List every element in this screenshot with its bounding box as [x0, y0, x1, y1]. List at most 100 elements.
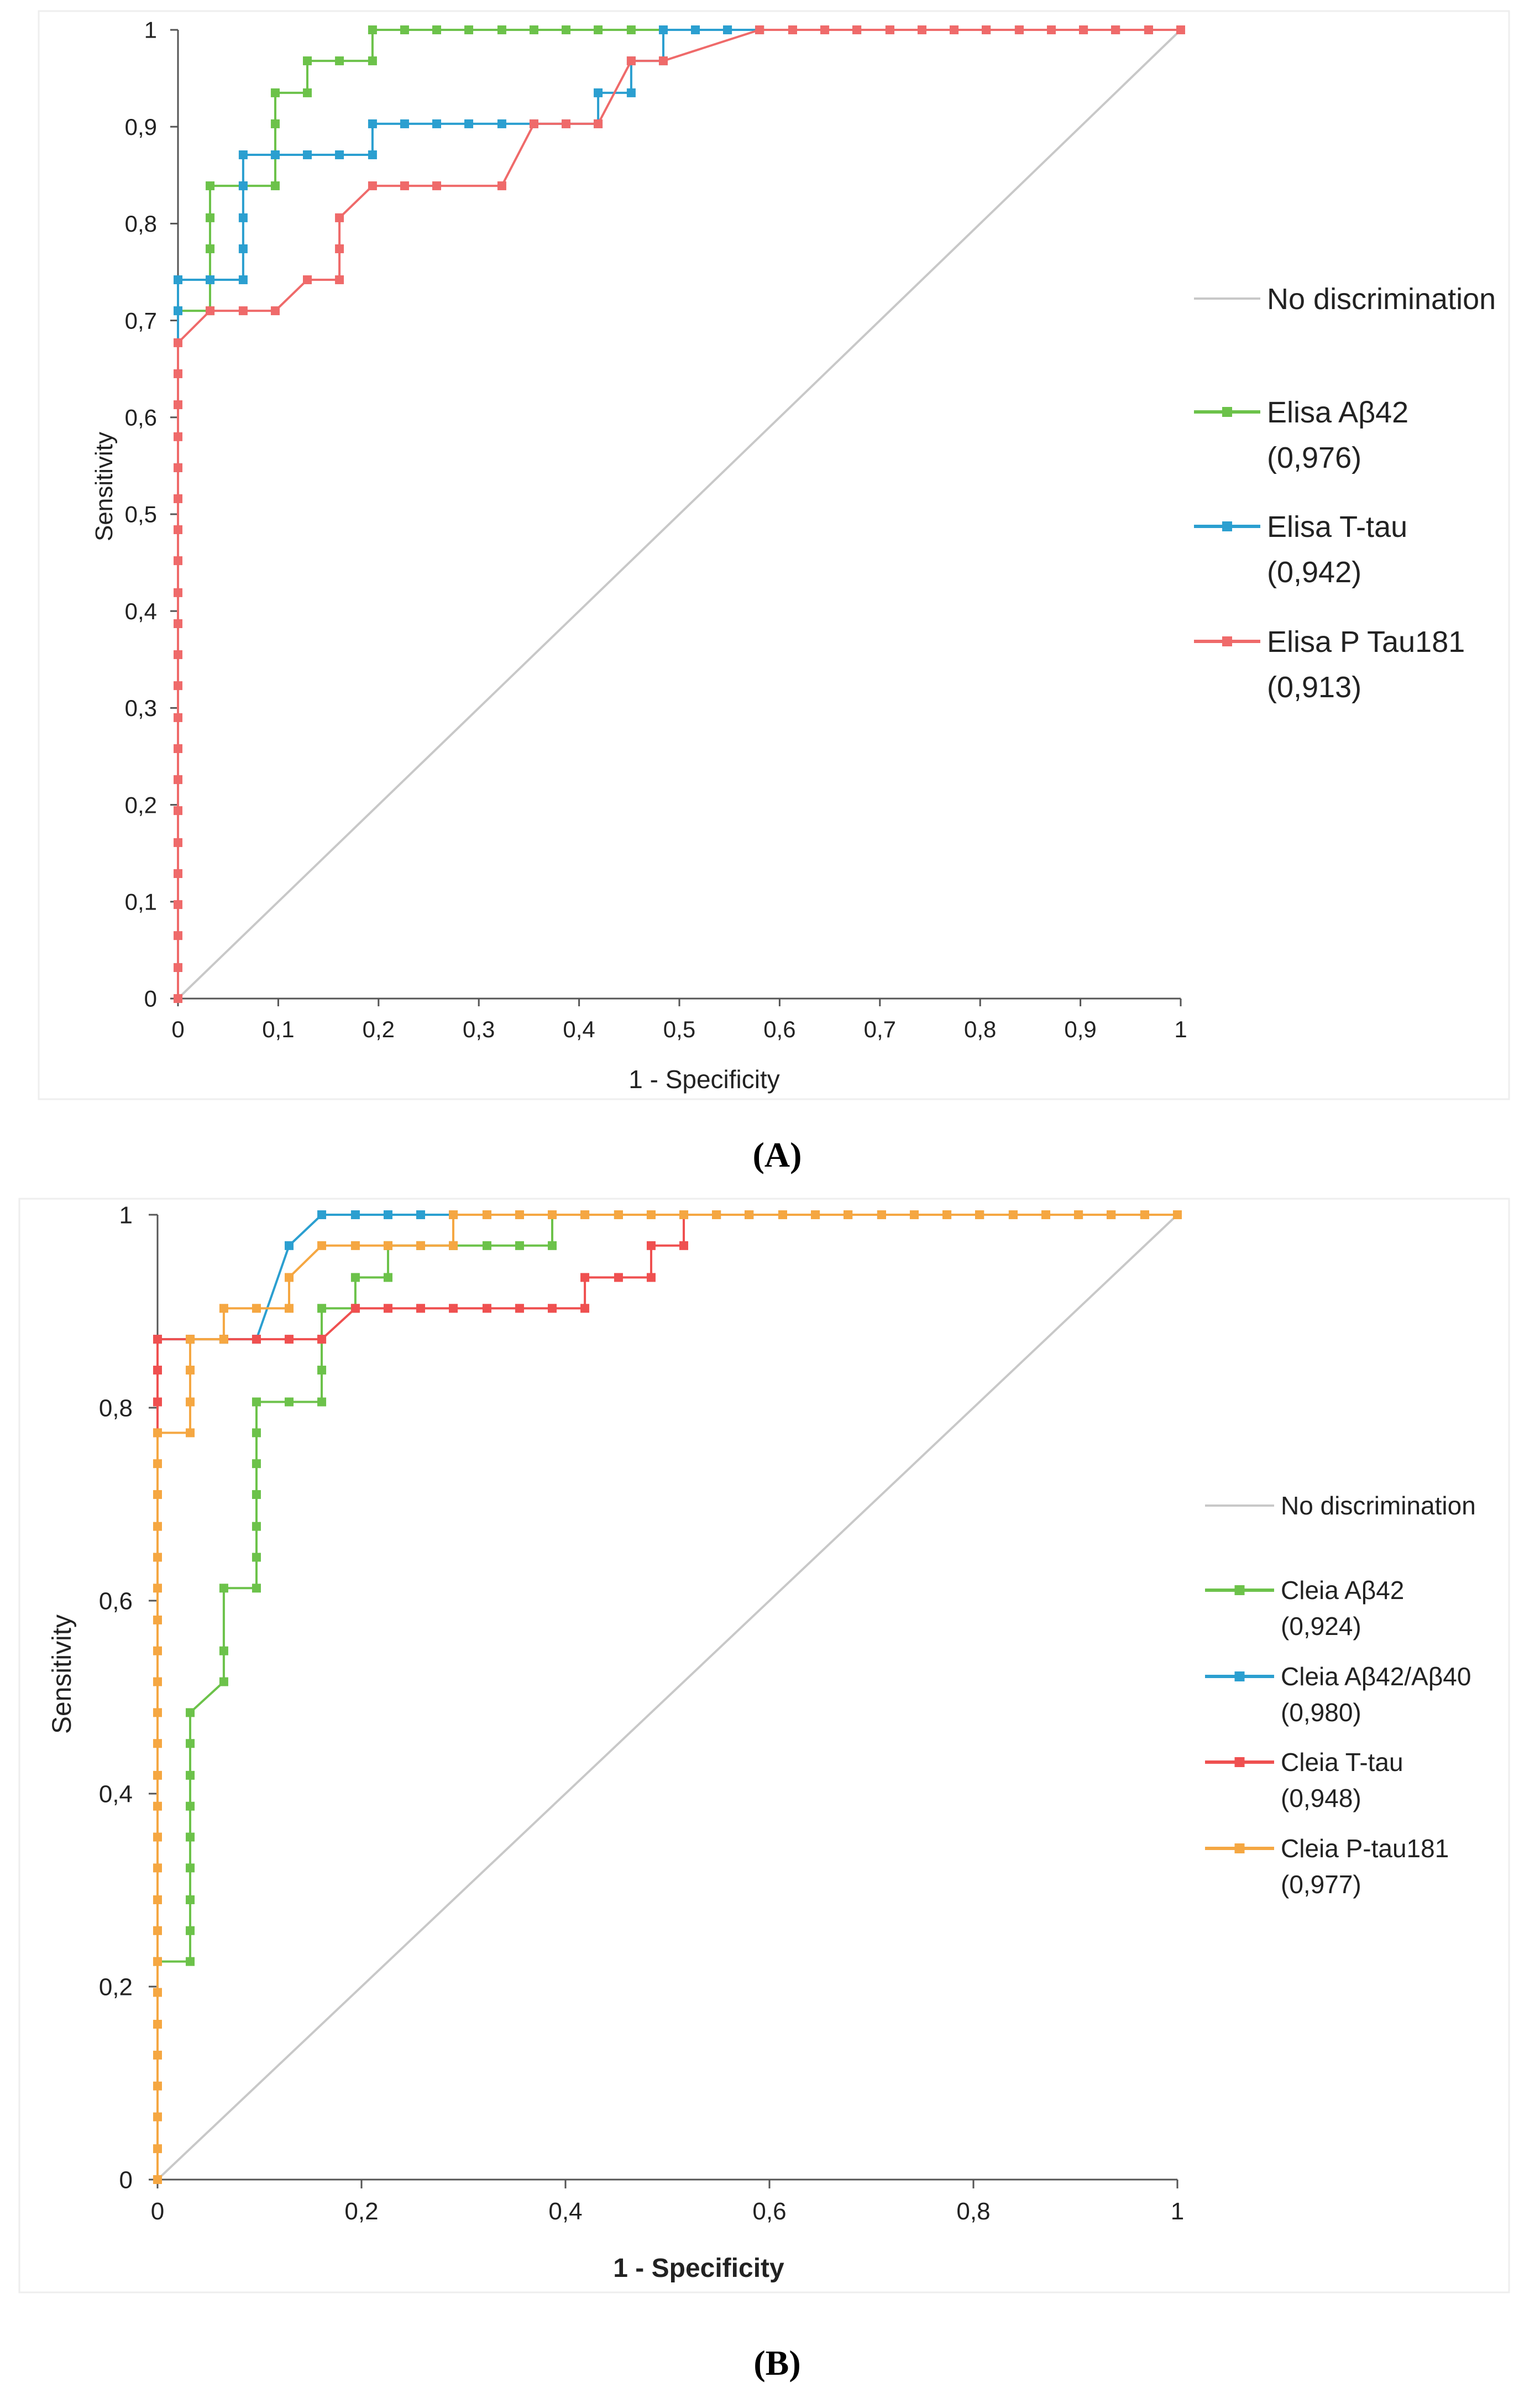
y-tick-label: 0,4 — [125, 598, 157, 624]
legend-label: Elisa T-tau — [1267, 510, 1407, 544]
data-point — [383, 1273, 392, 1282]
y-tick-label: 0,5 — [125, 501, 157, 527]
data-point — [186, 1428, 195, 1438]
y-tick-label: 0,8 — [99, 1394, 133, 1422]
data-point — [153, 1988, 162, 1997]
data-point — [400, 119, 409, 128]
data-point — [368, 25, 377, 34]
data-point — [548, 1210, 557, 1219]
x-tick-label: 0 — [151, 2198, 164, 2225]
data-point — [174, 838, 182, 847]
data-point — [350, 1241, 360, 1250]
data-point — [482, 1241, 491, 1250]
data-point — [153, 1708, 162, 1717]
data-point — [691, 25, 700, 34]
data-point — [497, 181, 506, 191]
data-point — [153, 2020, 162, 2029]
data-point — [449, 1241, 458, 1250]
x-tick-label: 0,3 — [463, 1016, 495, 1042]
data-point — [285, 1335, 294, 1344]
data-point — [303, 150, 312, 160]
data-point — [416, 1241, 426, 1250]
data-point — [432, 181, 442, 191]
data-point — [174, 494, 182, 503]
data-point — [679, 1241, 689, 1250]
legend-entry: Cleia Aβ42/Aβ40 (0,980) — [1205, 1662, 1471, 1727]
data-point — [252, 1584, 261, 1593]
data-point — [416, 1304, 426, 1313]
data-point — [174, 806, 182, 816]
data-point — [153, 1677, 162, 1686]
data-point — [1107, 1210, 1116, 1219]
data-point — [400, 25, 409, 34]
data-point — [529, 25, 538, 34]
data-point — [1046, 25, 1056, 34]
data-point — [186, 1957, 195, 1966]
data-point — [368, 119, 377, 128]
data-point — [174, 869, 182, 878]
data-point — [335, 244, 344, 253]
data-point — [317, 1365, 327, 1375]
data-point — [174, 275, 182, 285]
legend-label: Elisa P Tau181 — [1267, 625, 1465, 659]
data-point — [270, 306, 280, 316]
no-discrimination-line — [156, 1214, 1178, 2181]
data-point — [1176, 25, 1185, 34]
legend-label: No discrimination — [1267, 283, 1496, 316]
data-point — [594, 88, 603, 97]
data-point — [174, 963, 182, 972]
data-point — [174, 432, 182, 441]
x-tick-label: 0,8 — [956, 2198, 990, 2225]
data-point — [153, 2144, 162, 2154]
data-point — [614, 1273, 623, 1282]
data-point — [252, 1335, 261, 1344]
data-point — [303, 56, 312, 66]
x-tick-label: 0,7 — [864, 1016, 896, 1042]
data-point — [186, 1335, 195, 1344]
legend-entry: Elisa Aβ42 (0,976) — [1194, 396, 1408, 474]
data-point — [238, 275, 248, 285]
data-point — [252, 1459, 261, 1469]
x-tick-label: 0,2 — [363, 1016, 395, 1042]
panel-a-legend: No discrimination Elisa Aβ42(0,976) Elisa … — [1194, 283, 1496, 704]
legend-marker — [1234, 1757, 1245, 1767]
data-point — [449, 1304, 458, 1313]
data-point — [755, 25, 764, 34]
data-point — [844, 1210, 853, 1219]
data-point — [712, 1210, 721, 1219]
data-point — [174, 713, 182, 722]
data-point — [174, 619, 182, 628]
data-point — [153, 2081, 162, 2091]
data-point — [877, 1210, 886, 1219]
data-point — [219, 1646, 228, 1655]
data-point — [303, 275, 312, 285]
data-point — [975, 1210, 984, 1219]
data-point — [252, 1304, 261, 1313]
data-point — [368, 56, 377, 66]
data-point — [614, 1210, 623, 1219]
data-point — [350, 1273, 360, 1282]
data-point — [153, 1459, 162, 1469]
data-point — [594, 25, 603, 34]
data-point — [626, 88, 636, 97]
data-point — [788, 25, 797, 34]
legend-entry: Elisa T-tau (0,942) — [1194, 510, 1407, 589]
data-point — [529, 119, 538, 128]
data-point — [723, 25, 732, 34]
x-tick-label: 0,2 — [344, 2198, 378, 2225]
data-point — [646, 1273, 656, 1282]
data-point — [186, 1801, 195, 1811]
data-point — [153, 1522, 162, 1531]
data-point — [238, 181, 248, 191]
data-point — [464, 119, 474, 128]
data-point — [174, 681, 182, 691]
data-point — [982, 25, 991, 34]
data-point — [482, 1210, 491, 1219]
data-point — [206, 181, 215, 191]
data-point — [153, 1646, 162, 1655]
data-point — [383, 1304, 392, 1313]
x-tick-label: 0,1 — [262, 1016, 294, 1042]
legend-auc-label: (0,948) — [1281, 1784, 1361, 1812]
data-point — [153, 1895, 162, 1904]
data-point — [497, 119, 506, 128]
